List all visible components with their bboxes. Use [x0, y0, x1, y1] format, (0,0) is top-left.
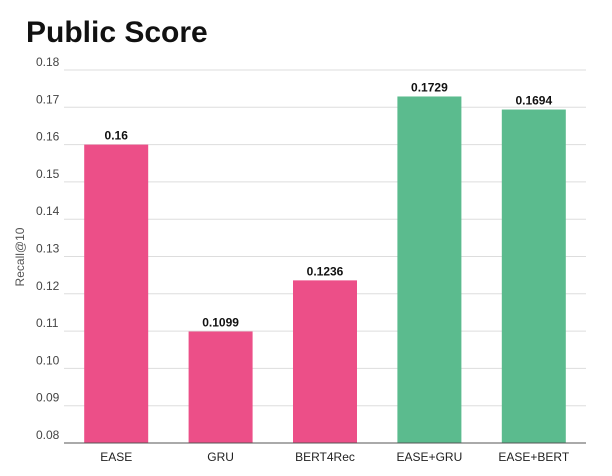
- y-tick-label: 0.10: [36, 353, 60, 367]
- x-axis-ticks: EASE GRU BERT4Rec EASE+GRU EASE+BERT: [100, 450, 570, 464]
- data-label: 0.1099: [202, 315, 239, 329]
- y-tick-label: 0.18: [36, 55, 60, 69]
- chart-title: Public Score: [26, 16, 208, 49]
- x-tick-label: GRU: [207, 450, 234, 464]
- y-axis-label: Recall@10: [13, 227, 27, 286]
- data-label: 0.1236: [307, 264, 344, 278]
- bar-gru: [188, 331, 253, 443]
- y-tick-label: 0.13: [36, 242, 60, 256]
- bars: [84, 96, 566, 444]
- x-tick-label: EASE+GRU: [397, 450, 463, 464]
- y-tick-label: 0.08: [36, 428, 60, 442]
- y-tick-label: 0.14: [36, 204, 60, 218]
- y-tick-label: 0.09: [36, 391, 60, 405]
- x-tick-label: BERT4Rec: [295, 450, 355, 464]
- y-tick-label: 0.15: [36, 167, 60, 181]
- bar-ease-bert: [501, 109, 566, 444]
- data-label: 0.1694: [515, 94, 552, 108]
- bar-ease-gru: [397, 96, 462, 443]
- data-label: 0.1729: [411, 80, 448, 94]
- data-label: 0.16: [105, 129, 129, 143]
- y-tick-label: 0.11: [36, 316, 59, 330]
- x-tick-label: EASE+BERT: [498, 450, 569, 464]
- x-tick-label: EASE: [100, 450, 132, 464]
- y-tick-label: 0.12: [36, 279, 60, 293]
- data-labels: 0.16 0.1099 0.1236 0.1729 0.1694: [105, 80, 553, 329]
- y-axis-ticks: 0.08 0.09 0.10 0.11 0.12 0.13 0.14 0.15 0.16 0.17…: [36, 55, 60, 442]
- bar-ease: [84, 144, 149, 443]
- y-tick-label: 0.16: [36, 130, 60, 144]
- bar-bert4rec: [293, 280, 357, 443]
- y-tick-label: 0.17: [36, 92, 60, 106]
